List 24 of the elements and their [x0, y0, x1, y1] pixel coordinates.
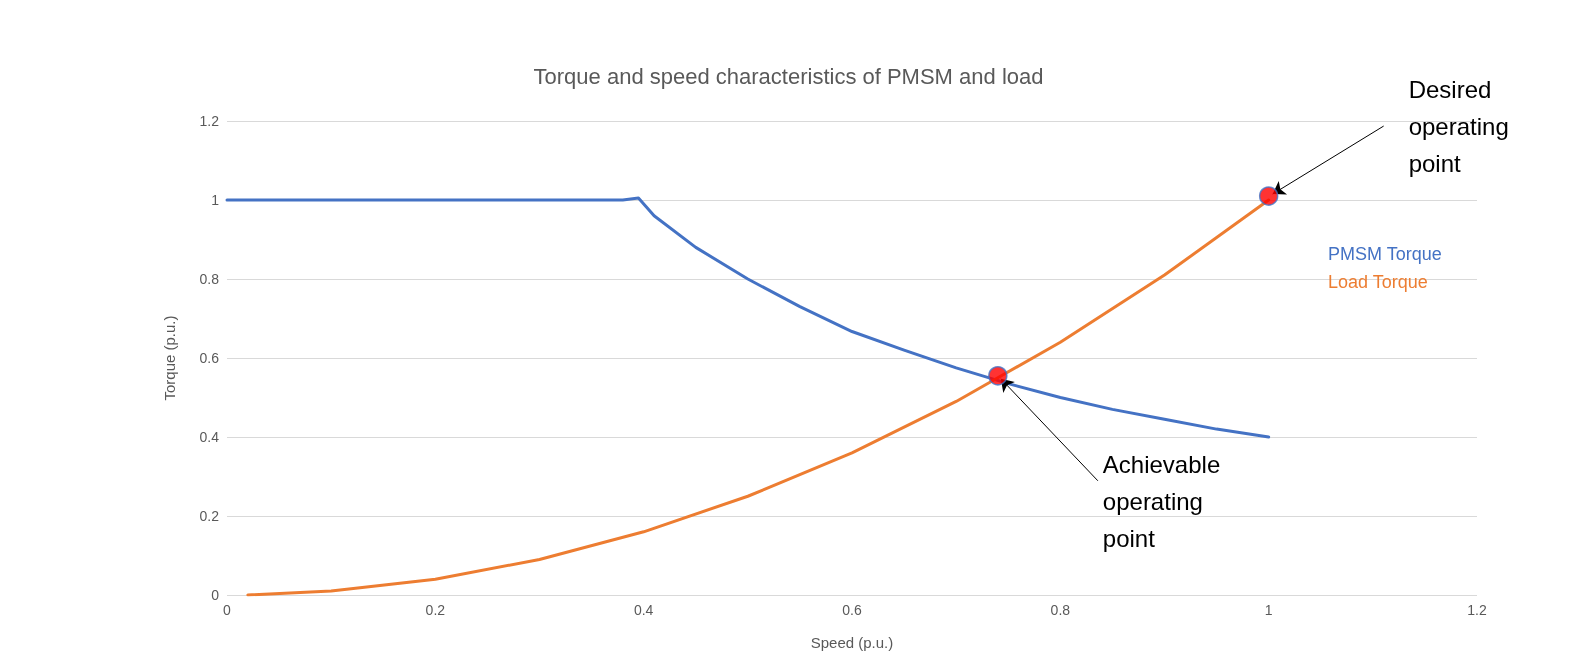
annotation: Achievable operating point — [1102, 450, 1227, 552]
y-tick-label: 0.4 — [199, 429, 220, 445]
text: Load Torque — [1327, 272, 1428, 292]
x-axis-title: Speed (p.u.) — [810, 634, 894, 651]
x-tick-label: 0.6 — [842, 602, 862, 618]
y-tick-label: 0 — [211, 587, 220, 603]
y-axis-title: Torque (p.u.) — [161, 315, 178, 401]
line-series — [225, 196, 1271, 439]
point — [1258, 186, 1279, 206]
point — [988, 366, 1008, 386]
x-tick-label: 1 — [1264, 602, 1273, 618]
y-tick-label: 0.6 — [199, 350, 220, 366]
y-tick-label: 1.2 — [199, 113, 220, 129]
annotation: Desired operating point — [1408, 76, 1516, 178]
y-tick-label: 0.8 — [199, 271, 220, 287]
x-tick-label: 0 — [223, 602, 232, 618]
y-tick-label: 1 — [211, 192, 220, 208]
x-tick-label: 0.4 — [633, 602, 654, 618]
chart-title: Torque and speed characteristics of PMSM and load — [533, 63, 1044, 89]
text: PMSM Torque — [1327, 244, 1442, 264]
x-tick-label: 0.8 — [1050, 602, 1071, 618]
x-tick-label: 1.2 — [1467, 602, 1487, 618]
x-tick-label: 0.2 — [425, 602, 446, 618]
y-tick-label: 0.2 — [199, 508, 220, 524]
